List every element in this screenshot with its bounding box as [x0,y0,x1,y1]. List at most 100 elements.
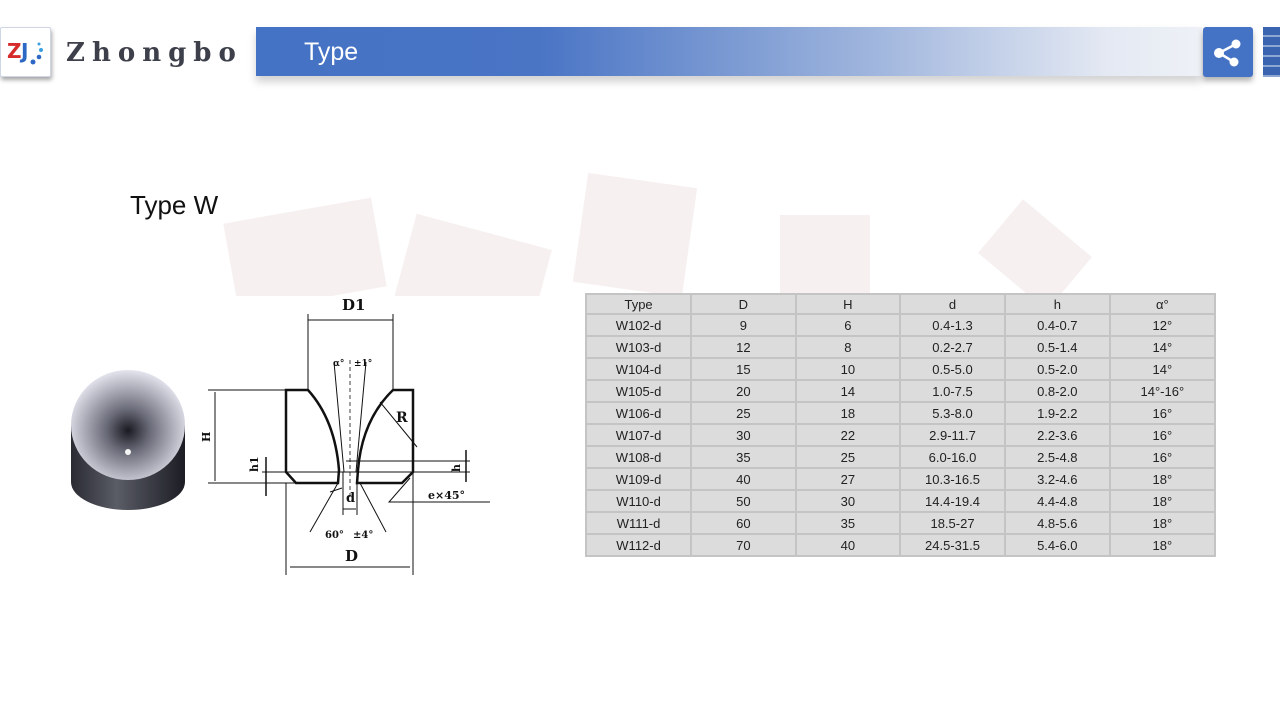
svg-text:J: J [19,39,28,63]
table-row: W111-d 60 35 18.5-27 4.8-5.6 18° [584,511,1217,535]
table-cell: 0.5-1.4 [1003,335,1111,359]
die-photo [71,370,185,510]
menu-button[interactable] [1263,27,1280,77]
table-cell: 1.0-7.5 [899,379,1006,403]
table-cell: 70 [690,533,797,557]
table-cell: 60 [690,511,797,535]
table-cell: 35 [690,445,797,469]
label-H: H [200,432,213,442]
share-icon [1214,39,1241,67]
table-cell: W108-d [584,445,693,469]
label-R: R [396,410,408,426]
table-cell: 4.8-5.6 [1003,511,1111,535]
table-cell: 6 [794,313,902,337]
table-cell: 30 [794,489,902,513]
table-row: W105-d 20 14 1.0-7.5 0.8-2.0 14°-16° [584,379,1217,403]
table-cell: 2.9-11.7 [899,423,1006,447]
table-cell: W112-d [584,533,693,557]
table-cell: W110-d [584,489,693,513]
table-cell: 35 [794,511,902,535]
table-cell: W107-d [584,423,693,447]
label-angle-tolerance: ±4° [353,530,373,541]
table-cell: W106-d [584,401,693,425]
table-cell: 16° [1108,423,1217,447]
label-D1: D1 [342,296,365,314]
label-h1: h1 [248,456,261,472]
table-cell: 40 [690,467,797,491]
table-cell: W111-d [584,511,693,535]
label-D: D [345,547,358,565]
table-cell: 12 [690,335,797,359]
table-row: W112-d 70 40 24.5-31.5 5.4-6.0 18° [584,533,1217,557]
column-header: D [690,293,797,315]
logo[interactable]: Z J [0,27,51,77]
table-cell: 50 [690,489,797,513]
table-cell: 27 [794,467,902,491]
table-cell: 8 [794,335,902,359]
table-cell: 25 [690,401,797,425]
table-cell: 5.3-8.0 [899,401,1006,425]
header-bar: Type [256,27,1202,76]
label-chamfer: e×45° [428,489,465,502]
column-header: H [794,293,902,315]
svg-text:Z: Z [7,39,22,63]
table-cell: 20 [690,379,797,403]
table-cell: 30 [690,423,797,447]
brand-name: Zhongbo [66,38,243,68]
table-cell: 25 [794,445,902,469]
section-title: Type W [130,190,219,220]
column-header: h [1003,293,1111,315]
table-cell: 0.5-5.0 [899,357,1006,381]
label-angle: 60° [325,530,344,541]
logo-icon: Z J [7,39,43,65]
table-cell: 14° [1108,335,1217,359]
table-row: W102-d 9 6 0.4-1.3 0.4-0.7 12° [584,313,1217,337]
table-cell: 16° [1108,401,1217,425]
label-alpha: α° [333,359,344,369]
table-cell: 22 [794,423,902,447]
table-cell: 14° [1108,357,1217,381]
table-row: W103-d 12 8 0.2-2.7 0.5-1.4 14° [584,335,1217,359]
table-row: W110-d 50 30 14.4-19.4 4.4-4.8 18° [584,489,1217,513]
table-cell: 12° [1108,313,1217,337]
column-header: d [899,293,1006,315]
share-button[interactable] [1203,27,1253,77]
table-row: W106-d 25 18 5.3-8.0 1.9-2.2 16° [584,401,1217,425]
table-cell: 9 [690,313,797,337]
table-cell: W105-d [584,379,693,403]
table-cell: 14°-16° [1108,379,1217,403]
table-cell: 10.3-16.5 [899,467,1006,491]
table-row: W104-d 15 10 0.5-5.0 0.5-2.0 14° [584,357,1217,381]
table-cell: 10 [794,357,902,381]
table-cell: 14 [794,379,902,403]
table-cell: 18° [1108,467,1217,491]
table-cell: 40 [794,533,902,557]
table-cell: 0.2-2.7 [899,335,1006,359]
table-cell: 2.5-4.8 [1003,445,1111,469]
table-cell: 2.2-3.6 [1003,423,1111,447]
column-header: α° [1108,293,1217,315]
table-row: W108-d 35 25 6.0-16.0 2.5-4.8 16° [584,445,1217,469]
table-cell: 5.4-6.0 [1003,533,1111,557]
table-cell: W104-d [584,357,693,381]
table-cell: 0.5-2.0 [1003,357,1111,381]
table-cell: 4.4-4.8 [1003,489,1111,513]
table-cell: 24.5-31.5 [899,533,1006,557]
table-cell: 0.8-2.0 [1003,379,1111,403]
drawing-background [490,296,585,581]
table-cell: 18 [794,401,902,425]
table-cell: 18.5-27 [899,511,1006,535]
table-cell: 6.0-16.0 [899,445,1006,469]
table-cell: W109-d [584,467,693,491]
table-cell: 18° [1108,511,1217,535]
table-row: W107-d 30 22 2.9-11.7 2.2-3.6 16° [584,423,1217,447]
table-cell: 18° [1108,533,1217,557]
table-cell: 0.4-0.7 [1003,313,1111,337]
table-cell: 15 [690,357,797,381]
label-d: d [346,491,355,506]
table-cell: 0.4-1.3 [899,313,1006,337]
table-row: W109-d 40 27 10.3-16.5 3.2-4.6 18° [584,467,1217,491]
